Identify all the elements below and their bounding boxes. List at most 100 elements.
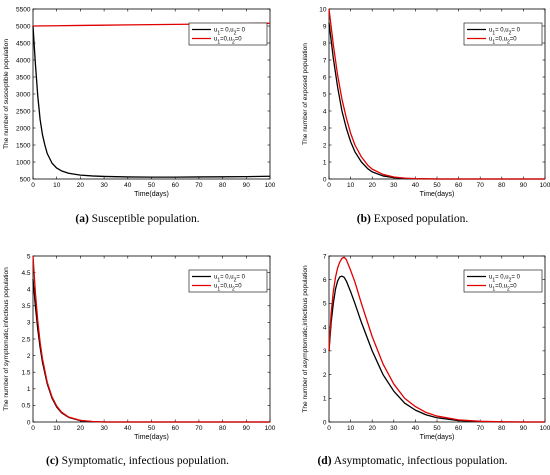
x-tick-label: 90	[243, 425, 251, 432]
x-tick-label: 80	[219, 182, 227, 189]
x-axis-label: Time(days)	[134, 434, 169, 441]
caption-b-label: (b)	[356, 213, 371, 225]
y-tick-label: 5000	[16, 23, 31, 30]
legend-entry-1: u1= 0,u2= 0	[489, 28, 521, 37]
x-axis-label: Time(days)	[420, 434, 455, 441]
caption-c-label: (c)	[45, 455, 59, 467]
caption-a-label: (a)	[75, 213, 89, 225]
y-axis-label: The number of exposed population	[302, 43, 309, 145]
x-tick-label: 50	[433, 425, 441, 432]
x-tick-label: 50	[148, 182, 156, 189]
y-tick-label: 2	[323, 372, 327, 379]
x-tick-label: 20	[77, 182, 85, 189]
x-tick-label: 60	[172, 425, 180, 432]
y-tick-label: 5	[323, 301, 327, 308]
y-tick-label: 7	[323, 57, 327, 64]
y-tick-label: 2.5	[21, 336, 30, 343]
y-tick-label: 2000	[16, 125, 31, 132]
caption-b: (b) Exposed population.	[275, 213, 550, 225]
caption-d-label: (d)	[317, 455, 332, 467]
y-tick-label: 4	[323, 324, 327, 331]
exposed-population-chart: 0 10 20 30 40 50 60 70 80 90 100 0 1 2 3 4 5 6 7 8 9 10 Time(d…	[302, 6, 550, 198]
y-axis-label: The number of symptomatic,infectious pop…	[3, 267, 10, 411]
y-tick-label: 3000	[16, 91, 31, 98]
x-tick-label: 10	[53, 425, 61, 432]
legend-box	[188, 269, 268, 293]
y-tick-label: 9	[323, 23, 327, 30]
y-tick-label: 3	[27, 320, 31, 327]
y-tick-label: 4500	[16, 40, 31, 47]
legend-entry-2: u1=0,u2=0	[214, 284, 242, 293]
x-tick-label: 90	[520, 182, 528, 189]
x-tick-label: 100	[540, 182, 550, 189]
x-tick-label: 70	[195, 182, 203, 189]
panel-c: 0 10 20 30 40 50 60 70 80 90 100 0 0.5 1 1.5 2 2.5 3 3.5 4 4…	[0, 237, 275, 475]
y-tick-label: 3	[323, 348, 327, 355]
y-tick-label: 1	[323, 159, 327, 166]
x-tick-label: 70	[477, 182, 485, 189]
y-tick-label: 8	[323, 40, 327, 47]
y-tick-label: 10	[319, 6, 327, 13]
x-tick-label: 0	[31, 182, 35, 189]
caption-d: (d) Asymptomatic, infectious population.	[275, 455, 550, 467]
x-tick-label: 80	[498, 182, 506, 189]
susceptible-population-chart: 0 10 20 30 40 50 60 70 80 90 100 500 1000 1500 2000 250…	[3, 6, 275, 198]
x-tick-label: 60	[172, 182, 180, 189]
y-tick-label: 3	[323, 125, 327, 132]
legend-entry-1: u1= 0,u2= 0	[489, 275, 521, 284]
x-tick-label: 10	[347, 182, 355, 189]
caption-c-text: Symptomatic, infectious population.	[58, 455, 229, 467]
series-line-2	[32, 255, 270, 423]
x-tick-label: 40	[124, 425, 132, 432]
y-tick-label: 500	[20, 176, 31, 183]
y-tick-label: 2500	[16, 108, 31, 115]
x-tick-label: 100	[265, 182, 275, 189]
y-tick-label: 7	[323, 253, 327, 260]
x-tick-label: 20	[77, 425, 85, 432]
x-tick-label: 40	[412, 182, 420, 189]
y-tick-label: 4000	[16, 57, 31, 64]
x-tick-label: 80	[219, 425, 227, 432]
series-line-2	[328, 8, 545, 180]
caption-c: (c) Symptomatic, infectious population.	[0, 455, 275, 467]
y-tick-label: 5	[27, 253, 31, 260]
series-line-1	[32, 25, 271, 178]
legend-entry-1: u1= 0,u2= 0	[214, 275, 246, 284]
y-tick-label: 2	[323, 142, 327, 149]
y-tick-label: 6	[323, 277, 327, 284]
panel-a: 0 10 20 30 40 50 60 70 80 90 100 500 1000 1500 2000 250…	[0, 0, 275, 237]
x-tick-label: 100	[265, 425, 275, 432]
y-tick-label: 4	[27, 287, 31, 294]
y-tick-label: 5	[323, 91, 327, 98]
x-tick-label: 60	[455, 182, 463, 189]
legend-box	[463, 269, 543, 293]
x-tick-label: 30	[390, 425, 398, 432]
legend-box	[463, 22, 543, 46]
symptomatic-infectious-chart: 0 10 20 30 40 50 60 70 80 90 100 0 0.5 1 1.5 2 2.5 3 3.5 4 4…	[3, 253, 275, 441]
x-tick-label: 20	[369, 425, 377, 432]
caption-b-text: Exposed population.	[370, 213, 469, 225]
x-axis-label: Time(days)	[420, 191, 455, 198]
x-tick-label: 90	[243, 182, 251, 189]
y-tick-label: 1.5	[21, 370, 30, 377]
caption-a-text: Susceptible population.	[88, 213, 200, 225]
x-tick-label: 10	[347, 425, 355, 432]
x-tick-label: 40	[412, 425, 420, 432]
y-tick-label: 1500	[16, 142, 31, 149]
caption-d-text: Asymptomatic, infectious population.	[331, 455, 508, 467]
y-tick-label: 1	[323, 396, 327, 403]
y-tick-label: 3500	[16, 74, 31, 81]
caption-a: (a) Susceptible population.	[0, 213, 275, 225]
x-tick-label: 10	[53, 182, 61, 189]
legend-entry-1: u1= 0,u2= 0	[214, 28, 246, 37]
x-tick-label: 30	[100, 425, 108, 432]
y-tick-label: 5500	[16, 6, 31, 13]
x-tick-label: 50	[433, 182, 441, 189]
x-tick-label: 0	[327, 182, 331, 189]
y-tick-label: 0.5	[21, 403, 30, 410]
panel-b: 0 10 20 30 40 50 60 70 80 90 100 0 1 2 3 4 5 6 7 8 9 10 Time(d…	[275, 0, 550, 237]
y-axis-label: The number of asymptomatic,infectious po…	[302, 265, 309, 413]
x-tick-label: 0	[327, 425, 331, 432]
y-axis-label: The number of susceptible population	[3, 39, 10, 149]
y-tick-label: 0	[27, 419, 31, 426]
